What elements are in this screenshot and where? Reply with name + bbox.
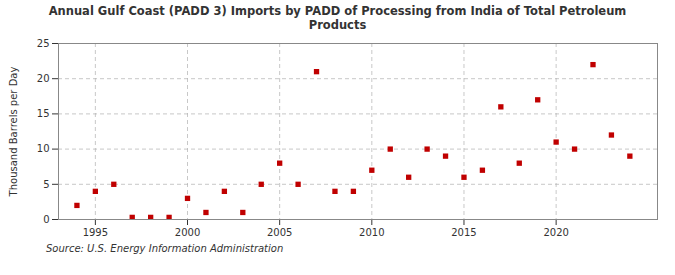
svg-text:0: 0 <box>43 213 49 224</box>
html-text:Source: U.S. Energy Informatio: Source: U.S. Energy Information Administ… <box>46 242 284 254</box>
html-text:Annual Gulf Coast (PADD 3) Imp: Annual Gulf Coast (PADD 3) Imports by PA… <box>48 4 627 33</box>
svg-text:10: 10 <box>37 143 50 154</box>
svg-text:2000: 2000 <box>175 226 200 237</box>
svg-text:Thousand Barrels per Day: Thousand Barrels per Day <box>8 66 19 197</box>
svg-text:2010: 2010 <box>359 226 384 237</box>
svg-text:2015: 2015 <box>451 226 476 237</box>
svg-text:2020: 2020 <box>543 226 568 237</box>
svg-text:15: 15 <box>37 108 50 119</box>
svg-text:2005: 2005 <box>267 226 292 237</box>
svg-text:25: 25 <box>37 37 50 48</box>
svg-text:20: 20 <box>37 73 50 84</box>
svg-text:1995: 1995 <box>83 226 108 237</box>
svg-text:5: 5 <box>43 178 49 189</box>
